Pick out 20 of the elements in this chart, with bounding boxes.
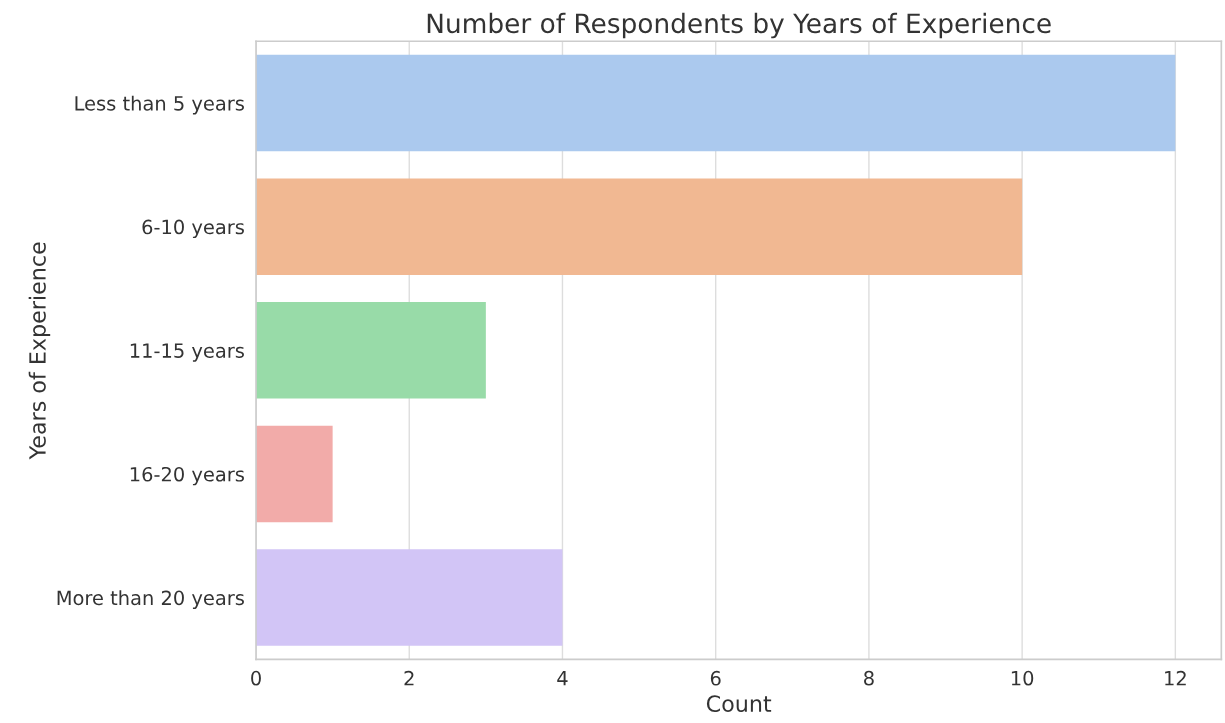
bar — [256, 549, 563, 646]
x-tick-label: 6 — [710, 670, 721, 686]
y-tick-label: 11-15 years — [130, 343, 244, 362]
x-tick-label: 12 — [1165, 670, 1186, 686]
x-tick-label: 0 — [251, 670, 261, 686]
y-tick-label: More than 20 years — [57, 590, 244, 609]
bar — [256, 302, 486, 399]
x-tick-label: 2 — [404, 670, 414, 686]
y-tick-label: 16-20 years — [130, 466, 244, 486]
x-tick-label: 10 — [1011, 670, 1034, 686]
bar — [256, 54, 1176, 152]
chart-title: Number of Respondents by Years of Experience — [427, 12, 1051, 39]
x-axis-title: Count — [706, 695, 772, 713]
y-tick-label: Less than 5 years — [75, 95, 244, 115]
bar — [256, 425, 333, 523]
x-tick-label: 4 — [557, 671, 568, 686]
x-tick-label: 8 — [864, 670, 874, 686]
y-axis-title: Years of Experience — [28, 242, 51, 460]
y-tick-label: 6-10 years — [142, 219, 244, 239]
bar — [256, 178, 1023, 275]
